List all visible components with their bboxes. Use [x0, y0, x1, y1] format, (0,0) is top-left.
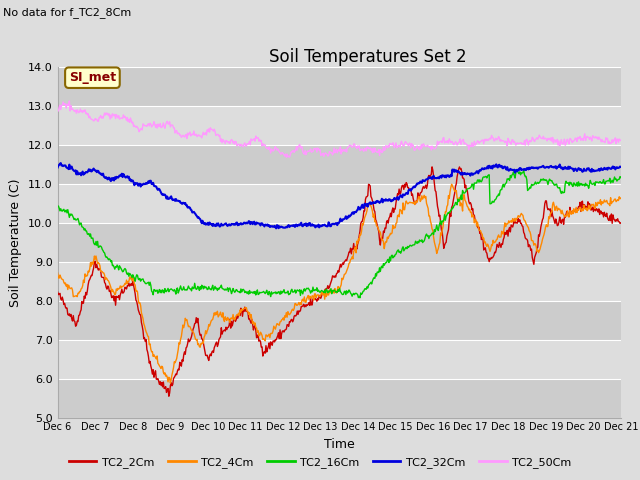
- Bar: [58, 223, 621, 262]
- Bar: [58, 262, 621, 301]
- Bar: [58, 301, 621, 340]
- Bar: [58, 379, 621, 418]
- Y-axis label: Soil Temperature (C): Soil Temperature (C): [10, 178, 22, 307]
- Text: No data for f_TC2_8Cm: No data for f_TC2_8Cm: [3, 7, 131, 18]
- Bar: [58, 106, 621, 145]
- Bar: [58, 67, 621, 106]
- Bar: [58, 184, 621, 223]
- Bar: [58, 145, 621, 184]
- Title: Soil Temperatures Set 2: Soil Temperatures Set 2: [269, 48, 466, 66]
- Text: SI_met: SI_met: [69, 71, 116, 84]
- Bar: [58, 340, 621, 379]
- Legend: TC2_2Cm, TC2_4Cm, TC2_16Cm, TC2_32Cm, TC2_50Cm: TC2_2Cm, TC2_4Cm, TC2_16Cm, TC2_32Cm, TC…: [64, 452, 576, 472]
- X-axis label: Time: Time: [324, 438, 355, 451]
